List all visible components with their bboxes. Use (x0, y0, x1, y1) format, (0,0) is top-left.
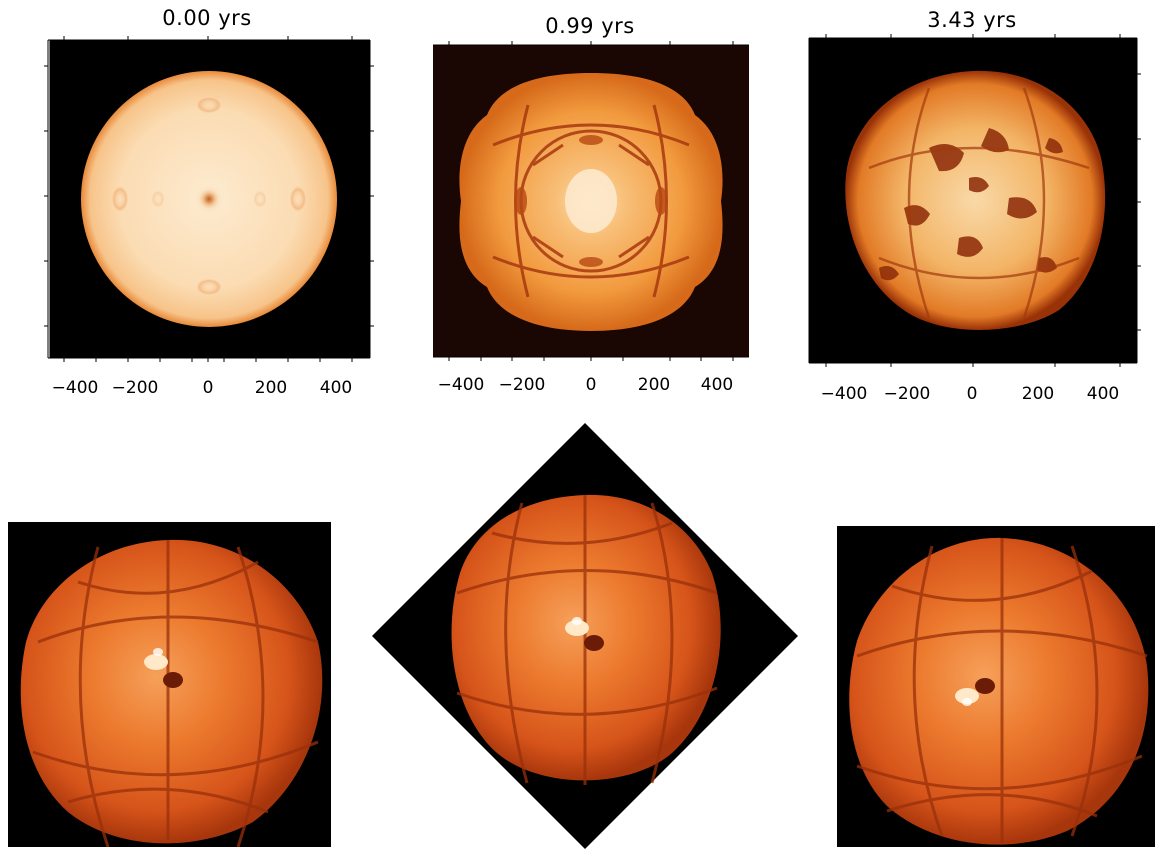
star-disk-rotated-view-3 (849, 537, 1149, 845)
panel-2-xtick-2: 0 (585, 375, 597, 395)
panel-1-xtick-3: 200 (254, 378, 288, 398)
panel-3-title: 3.43 yrs (927, 8, 1017, 32)
panel-2-xtick-1: −200 (498, 375, 546, 395)
star-disk-full-convection (845, 70, 1106, 330)
panel-3-image (809, 38, 1137, 363)
panel-1-xtick-0: −400 (51, 378, 99, 398)
panel-2-title: 0.99 yrs (545, 14, 635, 38)
panel-1-axis-ticks (44, 36, 374, 362)
panel-1-xtick-1: −200 (111, 378, 159, 398)
panel-2-xtick-3: 200 (637, 375, 671, 395)
panel-1-xtick-4: 400 (319, 378, 353, 398)
panel-1-title: 0.00 yrs (162, 6, 252, 30)
bottom-right-image (837, 526, 1155, 847)
panel-2-xtick-0: −400 (437, 375, 485, 395)
panel-2-axis-ticks (433, 41, 749, 361)
star-disk-uniform (81, 71, 337, 327)
bottom-center-image (372, 423, 798, 849)
panel-2-image (433, 45, 749, 357)
panel-3-xtick-4: 400 (1086, 384, 1120, 404)
panel-1-image (48, 40, 370, 358)
panel-1-xtick-2: 0 (202, 378, 214, 398)
star-disk-early-convection (459, 73, 723, 331)
panel-3-axis-ticks (808, 34, 1141, 367)
panel-3-xtick-3: 200 (1021, 384, 1055, 404)
bottom-left-image (8, 522, 331, 847)
panel-3-xtick-0: −400 (820, 384, 868, 404)
panel-3-xtick-2: 0 (966, 384, 978, 404)
panel-3-xtick-1: −200 (883, 384, 931, 404)
panel-2-xtick-4: 400 (700, 375, 734, 395)
star-disk-rotated-view-1 (20, 539, 323, 847)
star-disk-rotated-view-2 (451, 494, 721, 785)
